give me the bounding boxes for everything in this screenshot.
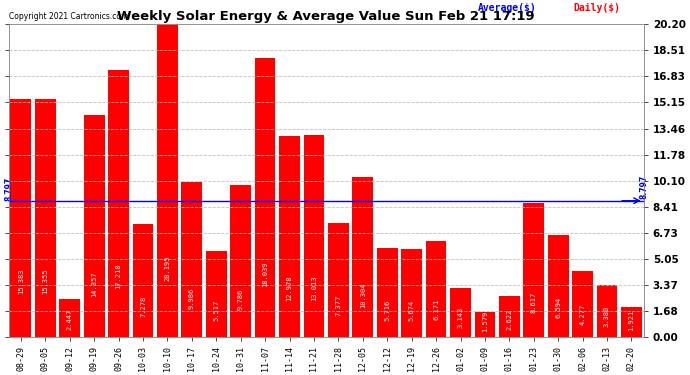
Text: 1.921: 1.921 (629, 310, 635, 332)
Text: 2.447: 2.447 (67, 309, 72, 330)
Bar (450, 288, 471, 337)
Text: 5.674: 5.674 (408, 300, 415, 321)
Text: 12.978: 12.978 (286, 275, 293, 301)
Text: 10.304: 10.304 (359, 283, 366, 308)
Text: 13.013: 13.013 (311, 275, 317, 301)
Text: 3.380: 3.380 (604, 306, 610, 327)
Bar (426, 242, 446, 337)
Bar (499, 296, 520, 337)
Bar (402, 249, 422, 337)
Bar (83, 115, 104, 337)
Text: 7.377: 7.377 (335, 295, 342, 316)
Text: 9.986: 9.986 (189, 288, 195, 309)
Text: 8.797: 8.797 (4, 177, 13, 201)
Bar (572, 271, 593, 337)
Text: Copyright 2021 Cartronics.com: Copyright 2021 Cartronics.com (9, 12, 128, 21)
Text: 7.278: 7.278 (140, 295, 146, 316)
Bar (524, 204, 544, 337)
Bar (10, 99, 31, 337)
Bar (328, 223, 348, 337)
Bar (108, 70, 129, 337)
Bar (353, 177, 373, 337)
Text: 1.579: 1.579 (482, 311, 488, 332)
Text: 15.383: 15.383 (18, 268, 24, 294)
Bar (377, 248, 397, 337)
Bar (597, 285, 618, 337)
Text: 15.355: 15.355 (42, 268, 48, 294)
Text: 5.517: 5.517 (213, 300, 219, 321)
Text: Daily($): Daily($) (573, 3, 620, 13)
Text: 3.143: 3.143 (457, 307, 464, 328)
Bar (475, 312, 495, 337)
Bar (279, 136, 300, 337)
Bar (59, 299, 80, 337)
Text: 8.797: 8.797 (639, 175, 648, 199)
Text: 8.617: 8.617 (531, 291, 537, 313)
Bar (548, 235, 569, 337)
Text: 18.039: 18.039 (262, 261, 268, 286)
Bar (255, 58, 275, 337)
Text: 14.357: 14.357 (91, 272, 97, 297)
Text: 6.594: 6.594 (555, 297, 561, 318)
Bar (621, 307, 642, 337)
Bar (230, 185, 251, 337)
Bar (35, 99, 56, 337)
Text: 2.622: 2.622 (506, 308, 513, 330)
Text: 6.171: 6.171 (433, 298, 439, 320)
Text: 4.277: 4.277 (580, 304, 586, 325)
Text: Average($): Average($) (478, 3, 537, 13)
Bar (132, 224, 153, 337)
Bar (304, 135, 324, 337)
Text: 5.716: 5.716 (384, 300, 391, 321)
Bar (206, 252, 226, 337)
Text: 9.786: 9.786 (237, 288, 244, 309)
Title: Weekly Solar Energy & Average Value Sun Feb 21 17:19: Weekly Solar Energy & Average Value Sun … (117, 10, 535, 23)
Text: 20.195: 20.195 (164, 255, 170, 280)
Text: 17.218: 17.218 (115, 263, 121, 289)
Bar (181, 182, 202, 337)
Bar (157, 24, 178, 337)
